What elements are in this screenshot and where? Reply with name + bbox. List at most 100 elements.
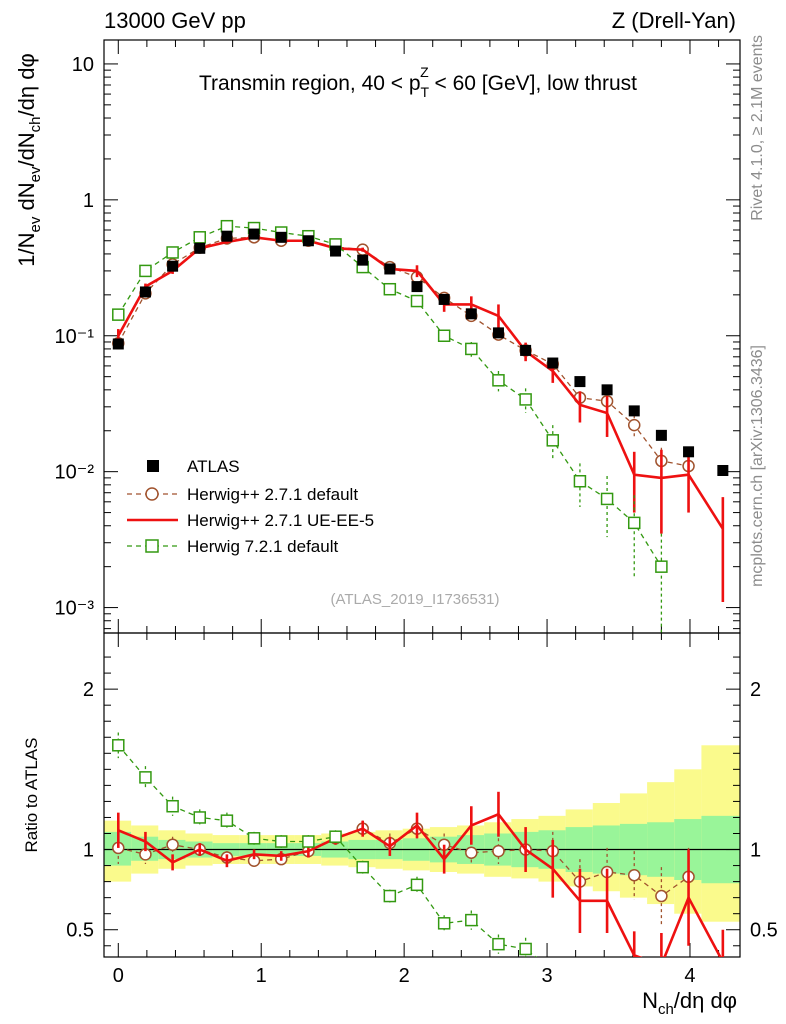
ratio-point-herwig-7-2-1-default — [193, 811, 207, 824]
ratio-point-herwig-7-2-1-default — [166, 799, 179, 813]
ratio-point-herwig-7-2-1-default — [410, 878, 424, 892]
ratio-point-herwig-7-2-1-default — [247, 832, 261, 845]
main-point-atlas — [248, 228, 260, 240]
main-point-herwig-7-2-1-default — [546, 434, 560, 447]
ratio-point-herwig-2-7-1-default — [655, 889, 668, 903]
x-tick-label: 2 — [399, 965, 410, 987]
main-point-atlas — [547, 357, 559, 369]
ratio-point-herwig-7-2-1-default — [383, 889, 397, 903]
ratio-point-herwig-7-2-1-default — [274, 835, 288, 848]
main-point-herwig-7-2-1-default — [492, 374, 505, 387]
main-point-atlas — [139, 286, 151, 298]
x-axis-label: Nch/dη dφ — [642, 988, 737, 1018]
legend: ATLAS Herwig++ 2.7.1 default Herwig++ 2.7.… — [127, 457, 374, 556]
ratio-point-herwig-7-2-1-default — [492, 937, 505, 951]
ratio-point-herwig-2-7-1-default — [627, 868, 641, 882]
main-point-atlas — [384, 263, 396, 275]
main-point-herwig-2-7-1-default — [627, 418, 641, 432]
ratio-y-tick-label-right: 1 — [750, 840, 761, 862]
main-point-atlas — [411, 281, 423, 293]
main-point-herwig-7-2-1-default — [112, 308, 125, 321]
main-point-herwig-7-2-1-default — [166, 246, 179, 259]
legend-marker-herwig-2-7-1-default — [145, 487, 159, 501]
main-plot-title: Transmin region, 40 < pTZ < 60 [GeV], lo… — [199, 64, 637, 100]
ratio-point-herwig-2-7-1-default — [492, 844, 505, 858]
main-point-atlas — [601, 384, 613, 396]
main-line-herwig-2-7-1-default — [117, 236, 689, 467]
title-part-b: < 60 [GeV], low thrust — [429, 72, 638, 95]
main-point-atlas — [357, 254, 369, 266]
legend-label-herwig-7-2-1-default: Herwig 7.2.1 default — [187, 537, 338, 556]
main-point-atlas — [465, 308, 477, 320]
main-point-atlas — [221, 230, 233, 242]
title-part-sub: T — [421, 84, 430, 100]
main-point-herwig-7-2-1-default — [655, 560, 668, 573]
y-tick-label: 10⁻¹ — [55, 326, 95, 348]
legend-label-atlas: ATLAS — [187, 457, 240, 476]
main-point-atlas — [683, 446, 695, 458]
y-tick-label: 10 — [72, 54, 94, 76]
analysis-annotation: (ATLAS_2019_I1736531) — [330, 591, 499, 608]
ratio-frame — [103, 632, 741, 958]
x-tick-label: 0 — [113, 965, 124, 987]
main-point-atlas — [628, 405, 640, 417]
y-tick-label: 10⁻² — [55, 462, 95, 484]
ratio-y-tick-label-right: 2 — [750, 679, 761, 701]
main-panel: 10⁻³ 10⁻² 10⁻¹ 1 10 — [55, 39, 741, 957]
ratio-point-herwig-7-2-1-default — [519, 942, 532, 956]
main-point-atlas — [655, 429, 667, 441]
legend-label-herwig-2-7-1-ue-ee-5: Herwig++ 2.7.1 UE-EE-5 — [187, 511, 374, 530]
main-point-herwig-7-2-1-default — [410, 294, 424, 308]
y-tick-label: 10⁻³ — [55, 598, 95, 620]
main-point-atlas — [112, 338, 124, 350]
ratio-point-herwig-2-7-1-default — [166, 838, 179, 851]
ratio-point-herwig-7-2-1-default — [139, 771, 152, 784]
title-part-sup: Z — [420, 64, 429, 80]
ratio-point-herwig-7-2-1-default — [356, 860, 369, 874]
x-tick-label: 4 — [684, 965, 695, 987]
ratio-point-herwig-7-2-1-default — [220, 814, 234, 827]
main-point-atlas — [275, 231, 287, 243]
main-point-atlas — [520, 344, 532, 356]
ratio-point-herwig-2-7-1-default — [465, 846, 478, 859]
main-point-atlas — [574, 376, 586, 388]
legend-marker-herwig-7-2-1-default — [145, 539, 159, 553]
main-point-herwig-7-2-1-default — [220, 219, 234, 233]
title-part-a: Transmin region, 40 < p — [199, 72, 421, 95]
ratio-panel: 0 1 2 3 4 0.5 0.5 1 1 2 2 — [66, 632, 778, 987]
ratio-point-herwig-7-2-1-default — [437, 917, 451, 930]
ratio-point-herwig-7-2-1-default — [329, 830, 342, 843]
mcplots-label: mcplots.cern.ch [arXiv:1306.3436] — [749, 345, 766, 587]
main-y-axis-label: 1/Nev dNev/dNch/dη dφ — [14, 53, 44, 266]
main-point-herwig-7-2-1-default — [465, 342, 478, 356]
header-left-text: 13000 GeV pp — [104, 8, 246, 33]
legend-label-herwig-2-7-1-default: Herwig++ 2.7.1 default — [187, 485, 358, 504]
rivet-version-label: Rivet 4.1.0, ≥ 2.1M events — [749, 35, 766, 221]
ratio-point-herwig-7-2-1-default — [302, 835, 315, 848]
main-point-herwig-7-2-1-default — [193, 231, 207, 244]
svg-text:1/Nev dNev/dNch/dη dφ: 1/Nev dNev/dNch/dη dφ — [14, 53, 44, 266]
main-point-atlas — [302, 235, 314, 247]
ratio-y-tick-label: 2 — [83, 679, 94, 701]
main-point-atlas — [330, 245, 342, 257]
ratio-series-group — [112, 732, 725, 957]
main-point-atlas — [438, 293, 450, 305]
main-series-group — [112, 228, 729, 476]
main-point-atlas — [492, 327, 504, 339]
main-point-herwig-7-2-1-default — [600, 492, 614, 506]
main-point-herwig-7-2-1-default — [139, 264, 152, 278]
ratio-y-tick-label: 0.5 — [66, 920, 94, 942]
ratio-point-herwig-7-2-1-default — [112, 739, 125, 752]
ratio-point-herwig-7-2-1-default — [465, 913, 478, 927]
main-point-atlas — [167, 260, 179, 272]
x-tick-label: 1 — [256, 965, 267, 987]
main-point-atlas — [194, 242, 206, 254]
main-point-atlas — [717, 464, 729, 476]
ratio-y-axis-label: Ratio to ATLAS — [22, 738, 41, 853]
main-point-herwig-7-2-1-default — [627, 516, 641, 530]
ratio-y-tick-label: 1 — [83, 840, 94, 862]
main-point-herwig-7-2-1-default — [519, 393, 532, 406]
header-right-text: Z (Drell-Yan) — [612, 8, 736, 33]
legend-marker-atlas — [147, 460, 159, 472]
